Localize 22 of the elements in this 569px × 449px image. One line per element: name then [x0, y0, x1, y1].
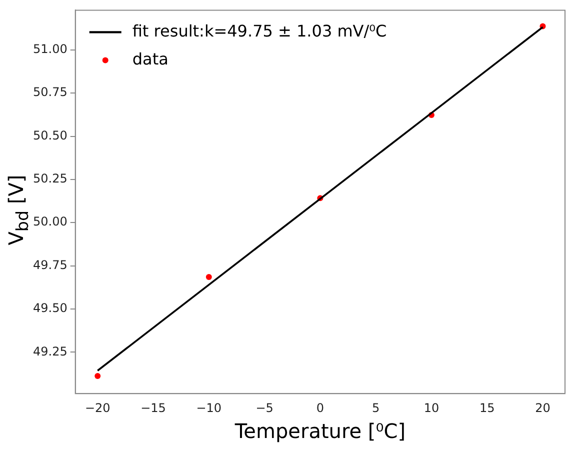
y-tick-label: 50.25 [32, 172, 68, 186]
y-tick-label: 50.00 [32, 214, 68, 229]
x-axis-title: Temperature [⁰C] [234, 419, 406, 444]
x-tick-label: 5 [372, 400, 380, 415]
y-tick-label: 49.25 [32, 344, 68, 358]
y-tick-label: 51.00 [32, 42, 68, 56]
x-tick-label: 0 [316, 400, 324, 415]
point [94, 372, 101, 379]
legend-label: fit result:k=49.75 ± 1.03 mV/⁰C [132, 21, 387, 40]
y-tick-label: 49.50 [32, 301, 68, 316]
legend-label: data [132, 49, 168, 68]
point [206, 274, 212, 280]
x-tick-label: −15 [140, 400, 166, 415]
y-tick-label: 50.75 [32, 85, 68, 100]
x-tick-label: −20 [84, 400, 110, 415]
x-tick-label: 10 [424, 400, 440, 415]
x-tick-label: −10 [196, 400, 222, 415]
y-tick-label: 50.50 [32, 128, 68, 142]
y-tick-label: 49.75 [32, 258, 68, 272]
x-tick-label: 20 [535, 400, 550, 415]
x-tick-label: −5 [256, 400, 274, 415]
x-tick-label: 15 [479, 400, 495, 415]
